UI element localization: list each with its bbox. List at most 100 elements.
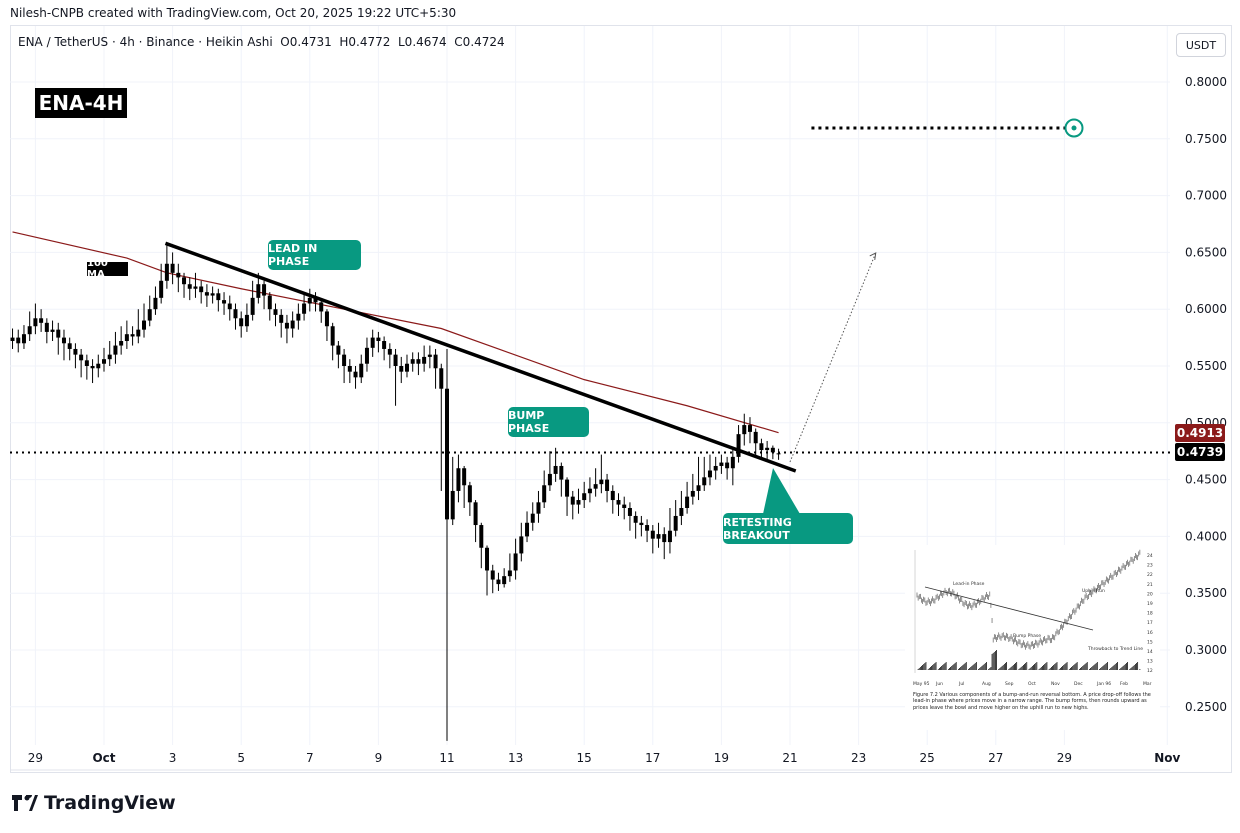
- candle-body: [404, 363, 409, 372]
- candle-body: [147, 309, 152, 321]
- candle-body: [164, 263, 169, 281]
- candle-body: [233, 309, 238, 319]
- reference-x-tick: Aug: [982, 681, 991, 687]
- candle-body: [742, 425, 747, 435]
- bump-phase-label: BUMP PHASE: [508, 407, 589, 437]
- candle-body: [210, 293, 215, 296]
- candle-body: [319, 302, 324, 312]
- candle-body: [696, 485, 701, 491]
- reference-x-tick: Mar: [1143, 681, 1152, 687]
- symbol-badge: ENA-4H: [35, 88, 127, 118]
- reference-y-tick: 13: [1147, 659, 1153, 665]
- candle-body: [525, 522, 530, 537]
- candle-body: [513, 553, 518, 571]
- x-tick-label: 5: [237, 751, 245, 765]
- candle-body: [627, 508, 632, 516]
- retesting-breakout-label: RETESTING BREAKOUT: [723, 513, 853, 544]
- y-tick-label: 0.7500: [1185, 132, 1227, 146]
- candle-body: [216, 293, 221, 301]
- candle-body: [302, 303, 307, 314]
- candle-body: [422, 356, 427, 364]
- x-tick-label: Oct: [92, 751, 115, 765]
- candle-body: [427, 354, 432, 357]
- reference-x-tick: Sep: [1005, 681, 1014, 687]
- candle-body: [102, 359, 106, 364]
- candle-body: [473, 502, 478, 526]
- reference-y-tick: 21: [1147, 582, 1153, 588]
- candle-body: [136, 329, 141, 337]
- candle-body: [747, 425, 752, 432]
- y-tick-label: 0.4500: [1185, 473, 1227, 487]
- candle-body: [159, 280, 164, 298]
- candle-body: [67, 343, 72, 349]
- currency-button[interactable]: USDT: [1176, 33, 1226, 57]
- candle-body: [364, 347, 369, 364]
- y-tick-label: 0.5500: [1185, 359, 1227, 373]
- projection-arrowhead-icon: [869, 252, 877, 261]
- reference-y-tick: 19: [1147, 601, 1153, 607]
- y-tick-label: 0.7000: [1185, 189, 1227, 203]
- candle-body: [21, 334, 26, 344]
- candle-body: [439, 368, 444, 389]
- candle-body: [262, 284, 267, 296]
- chart-frame: [10, 25, 1232, 773]
- candle-body: [336, 345, 341, 355]
- ma-price-label: 0.4913: [1175, 424, 1225, 442]
- candle-body: [610, 490, 615, 501]
- candle-body: [507, 570, 512, 577]
- candle-body: [204, 292, 209, 296]
- candle-body: [570, 496, 575, 505]
- candle-body: [713, 465, 718, 471]
- candle-body: [359, 363, 364, 378]
- x-tick-label: 7: [306, 751, 314, 765]
- candle-body: [393, 354, 398, 366]
- x-tick-label: 25: [920, 751, 935, 765]
- reference-x-tick: Jul: [958, 681, 964, 687]
- tradingview-logo[interactable]: TradingView: [12, 792, 176, 814]
- reference-x-tick: May 95: [913, 681, 930, 687]
- lead-in-phase-label: LEAD IN PHASE: [268, 240, 361, 270]
- x-tick-label: 11: [439, 751, 454, 765]
- candle-body: [599, 479, 604, 485]
- candle-body: [113, 345, 118, 355]
- candle-body: [410, 359, 415, 364]
- candle-body: [119, 341, 124, 346]
- candle-body: [553, 465, 558, 474]
- candle-body: [61, 337, 66, 344]
- candle-body: [633, 515, 638, 523]
- y-tick-label: 0.2500: [1185, 700, 1227, 714]
- candle-body: [256, 284, 261, 298]
- candle-body: [502, 576, 507, 585]
- candle-body: [582, 493, 587, 501]
- x-tick-label: 29: [28, 751, 43, 765]
- candle-body: [650, 530, 655, 539]
- candle-body: [519, 536, 524, 554]
- x-tick-label: 9: [375, 751, 383, 765]
- candle-body: [250, 297, 255, 315]
- candle-body: [725, 462, 730, 469]
- candle-body: [445, 388, 449, 520]
- reference-label-throwback: Throwback to Trend Line: [1087, 646, 1143, 652]
- reference-y-tick: 17: [1147, 620, 1153, 626]
- candle-body: [330, 326, 335, 346]
- candle-body: [765, 447, 770, 451]
- candle-body: [690, 490, 695, 497]
- candle-body: [290, 320, 295, 329]
- candle-body: [656, 534, 661, 539]
- candle-body: [56, 329, 61, 338]
- candle-body: [382, 341, 387, 349]
- candle-body: [153, 297, 158, 310]
- candle-body: [730, 456, 735, 469]
- candle-body: [530, 513, 535, 523]
- candle-body: [776, 453, 781, 455]
- reference-y-tick: 12: [1147, 668, 1153, 674]
- candle-body: [753, 431, 758, 444]
- candle-body: [296, 313, 301, 321]
- bump-and-run-reference-figure: Lead-in Phase Bump Phase Uphill Run Throwba…: [905, 545, 1160, 730]
- y-tick-label: 0.6000: [1185, 302, 1227, 316]
- candle-body: [770, 447, 775, 453]
- candle-body: [376, 337, 381, 342]
- candle-body: [462, 468, 467, 486]
- candle-body: [187, 284, 192, 289]
